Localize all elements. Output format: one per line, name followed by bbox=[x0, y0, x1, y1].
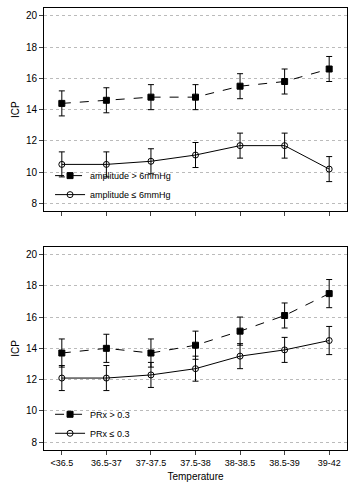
svg-text:amplitude ≤ 6mmHg: amplitude ≤ 6mmHg bbox=[90, 190, 170, 200]
svg-text:20: 20 bbox=[26, 10, 38, 21]
svg-text:12: 12 bbox=[26, 135, 38, 146]
svg-text:Temperature: Temperature bbox=[167, 471, 224, 482]
svg-text:20: 20 bbox=[26, 249, 38, 260]
svg-text:18: 18 bbox=[26, 42, 38, 53]
svg-text:ICP: ICP bbox=[10, 101, 21, 118]
svg-text:39-42: 39-42 bbox=[318, 458, 341, 468]
svg-text:<36.5: <36.5 bbox=[50, 458, 73, 468]
svg-text:ICP: ICP bbox=[10, 340, 21, 357]
svg-text:PRx > 0.3: PRx > 0.3 bbox=[90, 410, 130, 420]
svg-text:16: 16 bbox=[26, 73, 38, 84]
svg-text:37-37.5: 37-37.5 bbox=[136, 458, 167, 468]
svg-text:14: 14 bbox=[26, 104, 38, 115]
svg-text:36.5-37: 36.5-37 bbox=[91, 458, 122, 468]
svg-text:18: 18 bbox=[26, 280, 38, 291]
svg-text:14: 14 bbox=[26, 343, 38, 354]
svg-text:38.5-39: 38.5-39 bbox=[269, 458, 300, 468]
svg-text:38-38.5: 38-38.5 bbox=[225, 458, 256, 468]
svg-text:12: 12 bbox=[26, 374, 38, 385]
svg-text:PRx ≤ 0.3: PRx ≤ 0.3 bbox=[90, 429, 129, 439]
svg-text:8: 8 bbox=[31, 198, 37, 209]
svg-text:amplitude > 6mmHg: amplitude > 6mmHg bbox=[90, 171, 171, 181]
svg-text:8: 8 bbox=[31, 437, 37, 448]
svg-text:10: 10 bbox=[26, 167, 38, 178]
svg-text:37.5-38: 37.5-38 bbox=[180, 458, 211, 468]
svg-text:16: 16 bbox=[26, 312, 38, 323]
svg-text:10: 10 bbox=[26, 405, 38, 416]
